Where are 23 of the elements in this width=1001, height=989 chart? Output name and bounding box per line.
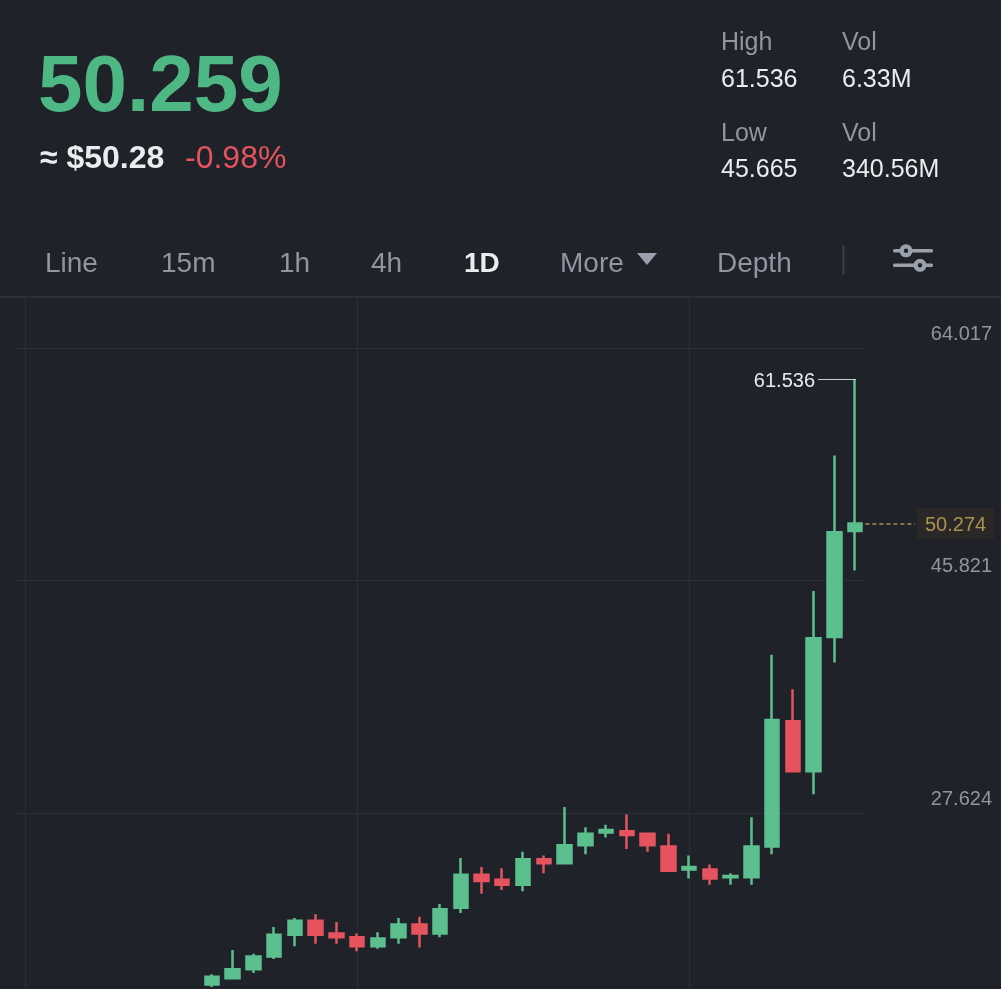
text: Line	[45, 247, 98, 278]
text: Low	[721, 118, 767, 146]
text: More	[560, 247, 624, 278]
chart-title: 50.259	[38, 39, 283, 128]
y-tick-label: 45.821	[930, 554, 992, 577]
chart-subtitle: ≈ $50.28	[40, 139, 165, 175]
annotation: 61.536	[753, 368, 815, 391]
ref-line-label: 50.274	[925, 512, 987, 535]
y-tick-label: 64.017	[930, 322, 992, 344]
text: 1h	[279, 247, 311, 278]
text: -0.98%	[185, 139, 287, 175]
y-tick-label: 27.624	[930, 787, 992, 809]
text: 45.665	[721, 154, 798, 182]
text: 4h	[371, 247, 403, 278]
text: 6.33M	[842, 64, 912, 92]
text: 15m	[161, 247, 216, 278]
text: 61.536	[721, 64, 798, 92]
text: 1D	[464, 247, 500, 278]
text: 340.56M	[842, 154, 940, 182]
text: Depth	[717, 247, 792, 278]
text: High	[721, 27, 773, 55]
text: Vol	[842, 27, 877, 55]
text: Vol	[842, 118, 877, 146]
